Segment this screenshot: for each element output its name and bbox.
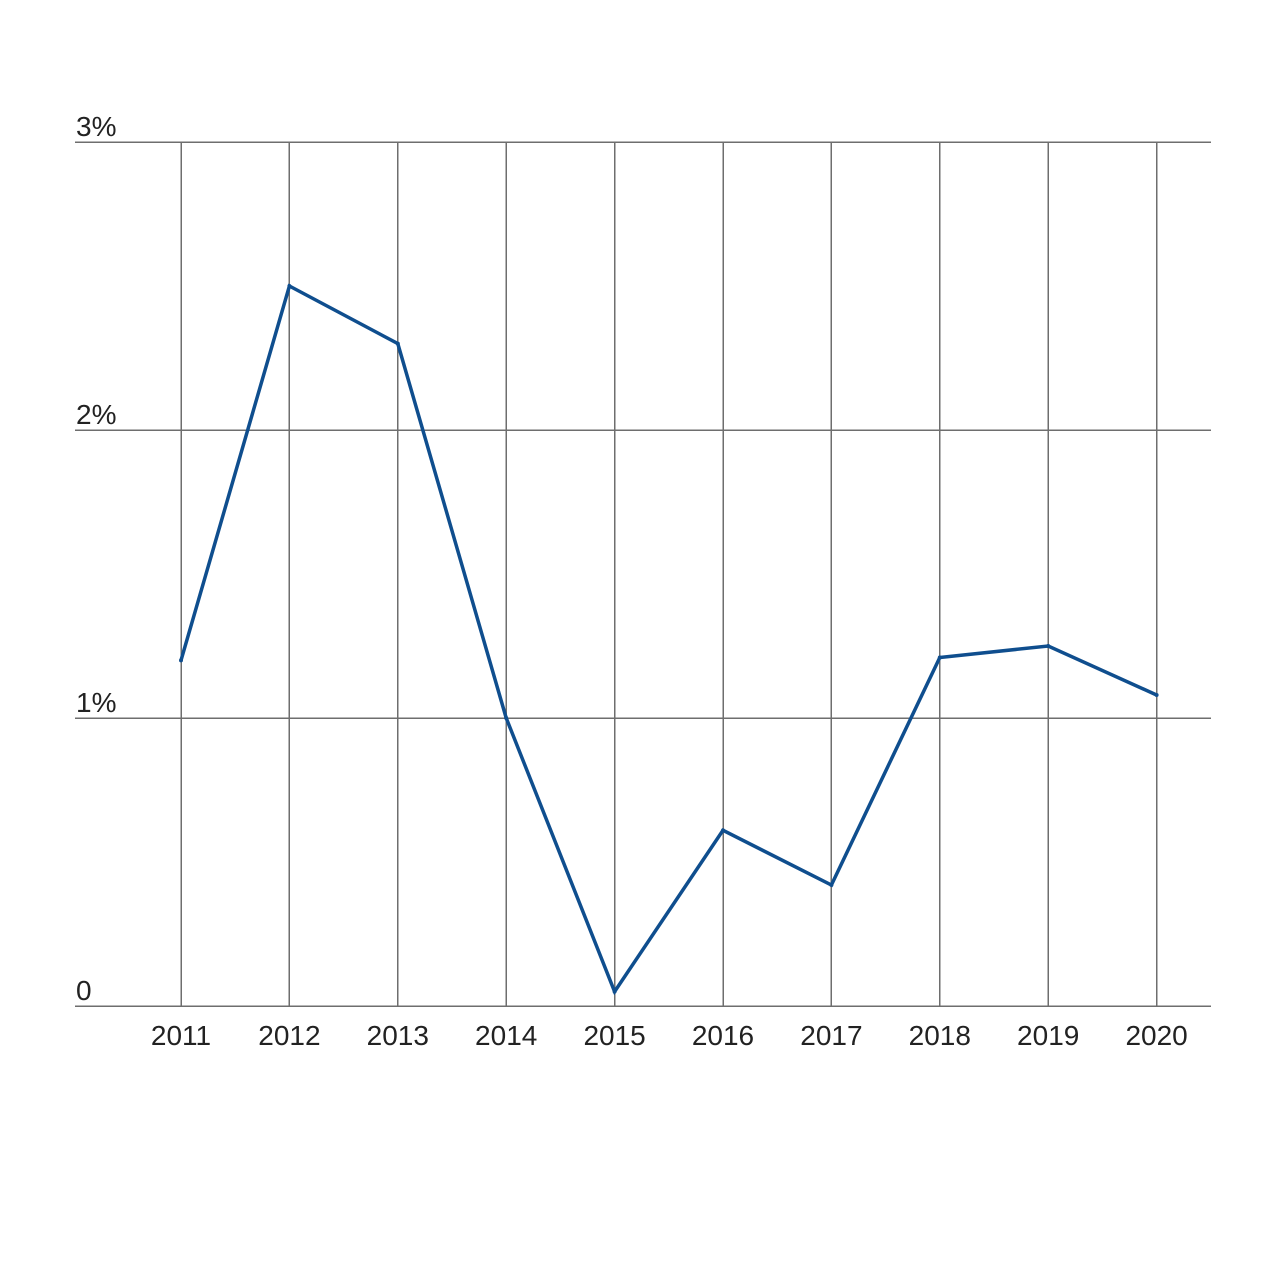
x-tick-label: 2015 bbox=[583, 1020, 645, 1051]
data-point-2020 bbox=[1154, 692, 1159, 697]
x-tick-label: 2012 bbox=[258, 1020, 320, 1051]
grid bbox=[75, 141, 1211, 1007]
x-tick-label: 2011 bbox=[151, 1020, 211, 1051]
y-axis-ticks: 0 1% 2% 3% bbox=[76, 111, 116, 1006]
series-layer bbox=[179, 283, 1159, 996]
data-point-2011 bbox=[179, 658, 183, 663]
data-point-2012 bbox=[287, 284, 292, 288]
data-point-2013 bbox=[395, 341, 400, 346]
y-tick-label: 3% bbox=[76, 111, 116, 142]
data-point-2015 bbox=[612, 989, 617, 994]
x-tick-label: 2017 bbox=[800, 1020, 862, 1051]
data-point-2014 bbox=[504, 716, 509, 720]
data-point-2019 bbox=[1046, 644, 1051, 648]
x-tick-label: 2016 bbox=[692, 1020, 754, 1051]
y-tick-label: 1% bbox=[76, 687, 116, 718]
data-point-2016 bbox=[721, 828, 725, 833]
series-line bbox=[179, 283, 1158, 996]
x-tick-label: 2020 bbox=[1125, 1020, 1187, 1051]
y-tick-label: 0 bbox=[76, 975, 92, 1006]
x-tick-label: 2019 bbox=[1017, 1020, 1079, 1051]
data-point-2017 bbox=[829, 883, 834, 888]
x-tick-label: 2013 bbox=[367, 1020, 429, 1051]
x-tick-label: 2018 bbox=[909, 1020, 971, 1051]
data-point-2018 bbox=[937, 655, 942, 660]
y-tick-label: 2% bbox=[76, 399, 116, 430]
x-axis-ticks: 2011 2012 2013 2014 2015 2016 2017 2018 2019 2020 bbox=[151, 1020, 1188, 1051]
x-tick-label: 2014 bbox=[475, 1020, 537, 1051]
